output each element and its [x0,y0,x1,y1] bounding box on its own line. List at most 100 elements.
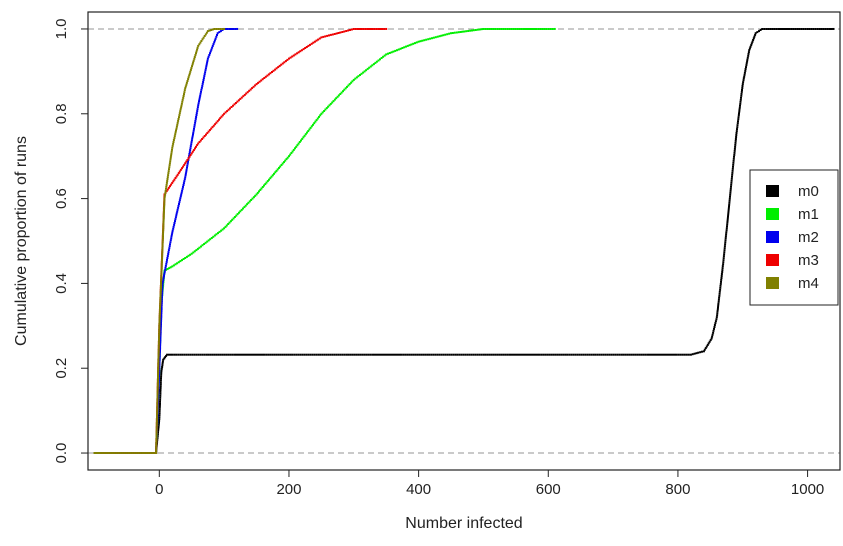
data-point [745,62,748,65]
data-point [638,353,641,356]
data-point [266,180,269,183]
data-point [167,170,170,173]
data-point [221,353,224,356]
data-point [215,121,218,124]
data-point [159,343,162,346]
data-point [232,28,235,30]
data-point [325,353,328,356]
data-point [165,181,168,184]
data-point [736,124,739,127]
data-point [167,251,170,254]
data-point [735,132,738,134]
data-point [182,182,185,185]
data-point [291,55,294,58]
data-point [550,353,553,356]
data-point [195,112,198,115]
legend-swatch [766,208,779,220]
data-point [779,28,781,30]
data-point [163,274,165,277]
data-point [367,353,370,356]
data-point [304,133,307,136]
data-point [176,262,179,265]
data-point [212,235,215,238]
data-point [281,353,284,356]
data-point [195,249,198,252]
data-point [536,353,539,356]
data-point [182,96,185,99]
data-point [307,44,310,47]
data-point [259,188,262,191]
data-point [186,159,189,161]
data-point [139,452,142,454]
data-point [574,353,577,356]
data-point [213,234,216,237]
data-point [357,75,360,78]
data-point [275,67,278,70]
data-point [189,68,192,71]
data-point [188,74,191,77]
data-point [230,28,233,30]
data-point [196,247,199,250]
data-point [468,353,471,356]
data-point [307,353,310,356]
data-point [436,353,439,356]
data-point [300,139,302,142]
data-point [182,258,185,260]
data-point [412,42,415,45]
data-point [185,160,188,163]
data-point [397,353,399,356]
data-point [172,227,175,230]
data-point [158,316,161,319]
data-point [408,353,411,356]
data-point [512,28,515,30]
data-point [187,157,190,160]
data-point [261,186,264,188]
data-point [248,200,251,203]
data-point [324,35,327,38]
data-point [504,28,507,30]
data-point [174,133,177,136]
data-point [298,141,301,143]
data-point [395,353,397,356]
data-point [179,110,182,113]
data-point [572,353,575,356]
data-point [170,353,172,356]
data-point [170,235,173,238]
data-point [438,35,441,38]
data-point [171,229,174,232]
data-point [161,243,164,246]
data-point [294,147,296,150]
data-point [348,83,351,86]
data-point [182,95,185,97]
data-point [162,211,165,214]
data-point [297,51,300,54]
series-m0 [93,27,835,454]
data-point [400,353,403,356]
data-point [208,29,211,32]
data-points-layer [88,27,840,454]
data-point [228,28,231,30]
data-point [238,211,240,214]
data-point [157,370,160,373]
data-point [548,353,551,356]
data-point [718,296,721,299]
data-point [304,47,307,49]
data-point [539,28,542,30]
data-point [193,125,196,128]
data-point [176,123,179,126]
data-point [296,52,299,55]
data-point [169,239,172,242]
data-point [156,386,159,389]
data-point [719,286,722,289]
data-point [231,218,234,221]
data-point [200,40,203,42]
data-point [699,351,702,354]
data-point [668,353,670,356]
data-point [741,83,744,86]
x-tick-label: 400 [406,481,431,498]
data-point [731,169,734,172]
data-point [414,42,416,45]
legend-label: m3 [798,252,819,269]
data-point [195,145,197,148]
